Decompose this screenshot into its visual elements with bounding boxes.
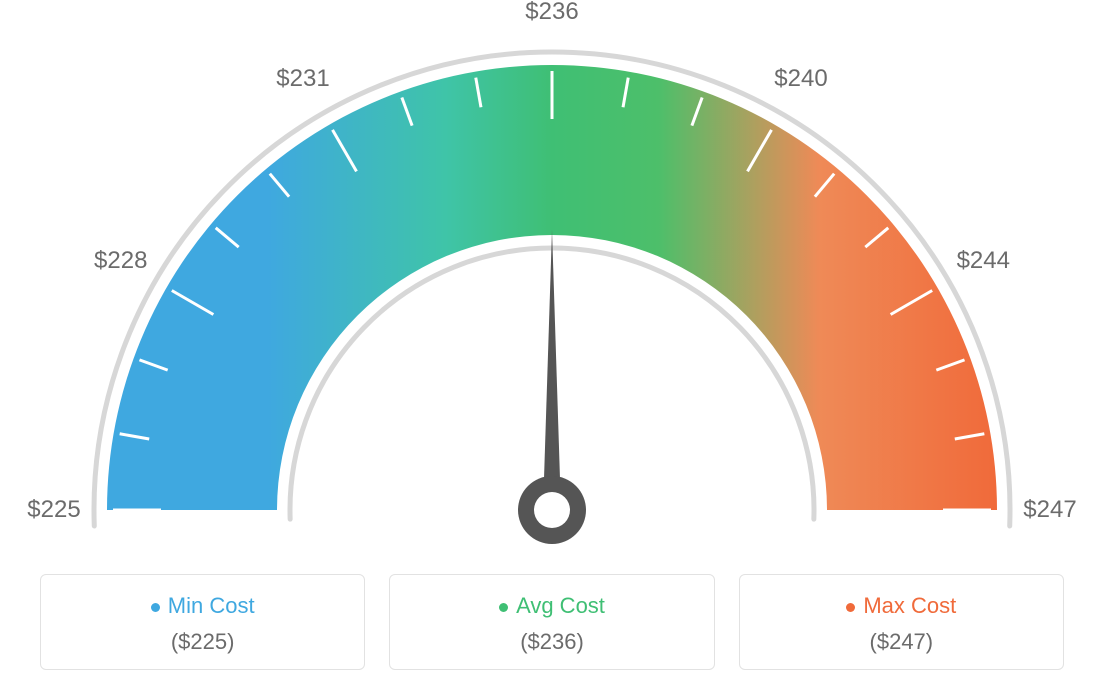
gauge-tick-label: $244 (957, 247, 1010, 275)
gauge-tick-label: $225 (27, 496, 80, 524)
gauge-tick-label: $228 (94, 247, 147, 275)
gauge-chart: $225 $228 $231 $236 $240 $244 $247 (0, 0, 1104, 560)
legend-label-max: Max Cost (863, 593, 956, 618)
legend-row: Min Cost ($225) Avg Cost ($236) Max Cost… (40, 574, 1064, 670)
gauge-svg (0, 0, 1104, 560)
legend-value-max: ($247) (750, 629, 1053, 655)
legend-dot-min (151, 603, 160, 612)
legend-title-min: Min Cost (51, 593, 354, 619)
legend-label-min: Min Cost (168, 593, 255, 618)
gauge-tick-label: $236 (525, 0, 578, 26)
legend-dot-avg (499, 603, 508, 612)
legend-value-min: ($225) (51, 629, 354, 655)
gauge-tick-label: $247 (1023, 496, 1076, 524)
gauge-tick-label: $231 (276, 65, 329, 93)
legend-title-max: Max Cost (750, 593, 1053, 619)
legend-title-avg: Avg Cost (400, 593, 703, 619)
legend-card-avg: Avg Cost ($236) (389, 574, 714, 670)
gauge-tick-label: $240 (774, 65, 827, 93)
legend-label-avg: Avg Cost (516, 593, 605, 618)
legend-card-min: Min Cost ($225) (40, 574, 365, 670)
legend-dot-max (846, 603, 855, 612)
legend-value-avg: ($236) (400, 629, 703, 655)
legend-card-max: Max Cost ($247) (739, 574, 1064, 670)
